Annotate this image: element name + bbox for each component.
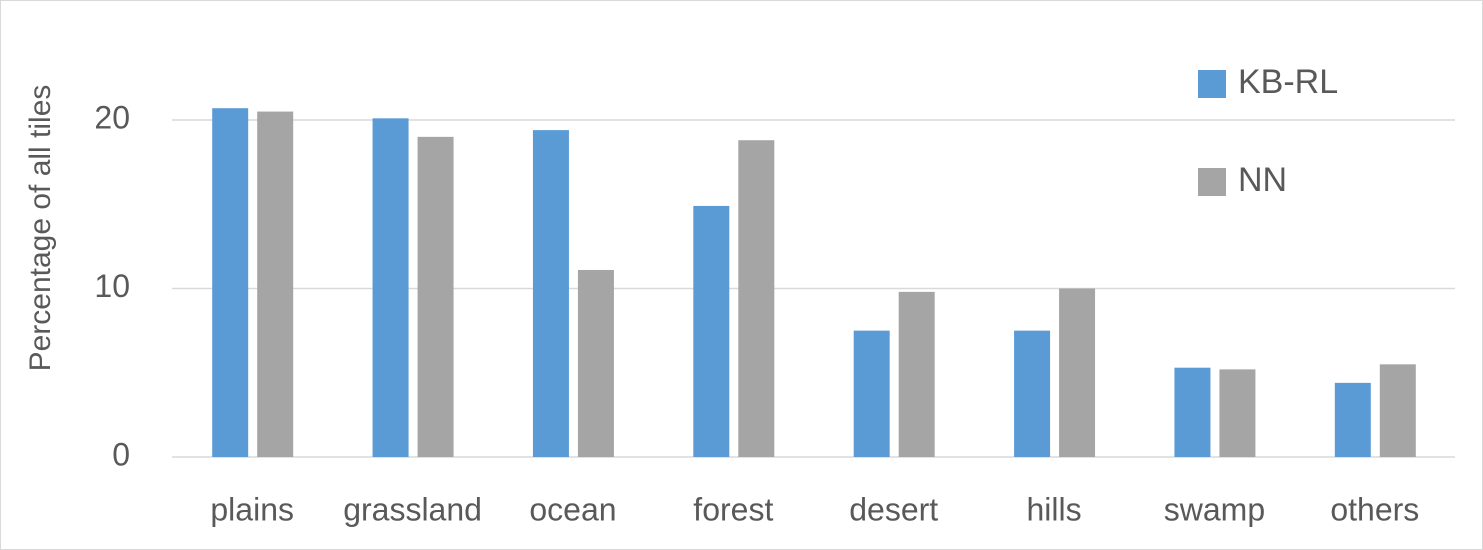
bar — [1014, 330, 1051, 457]
y-tick-label: 10 — [94, 268, 130, 304]
bar — [1174, 367, 1211, 457]
x-tick-label: others — [1330, 491, 1419, 527]
y-tick-label: 0 — [112, 436, 130, 472]
bar — [1059, 288, 1096, 457]
x-tick-label: hills — [1027, 491, 1082, 527]
bar — [1219, 369, 1256, 457]
x-tick-label: desert — [849, 491, 938, 527]
bar — [853, 330, 890, 457]
bar — [532, 130, 569, 458]
x-tick-label: swamp — [1164, 491, 1265, 527]
legend-swatch — [1198, 168, 1226, 196]
x-tick-label: plains — [210, 491, 294, 527]
bar — [898, 291, 935, 457]
bar — [372, 118, 409, 457]
legend-label: NN — [1238, 161, 1287, 199]
bar — [417, 136, 454, 457]
bar — [738, 140, 775, 457]
bar — [212, 108, 249, 457]
bar — [257, 111, 294, 457]
x-tick-label: grassland — [343, 491, 482, 527]
bar — [1334, 382, 1371, 457]
legend-label: KB-RL — [1238, 63, 1338, 101]
y-axis-title: Percentage of all tiles — [24, 85, 57, 372]
x-tick-label: ocean — [529, 491, 616, 527]
bar — [1379, 364, 1416, 457]
x-tick-label: forest — [693, 491, 773, 527]
legend-swatch — [1198, 70, 1226, 98]
bar — [693, 205, 730, 457]
y-tick-label: 20 — [94, 99, 130, 135]
bar — [577, 269, 614, 457]
